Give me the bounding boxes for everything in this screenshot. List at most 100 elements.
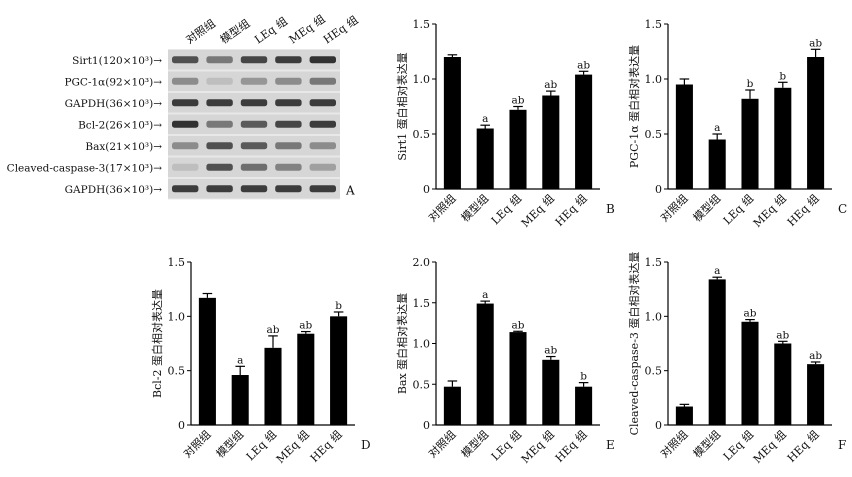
significance-label: ab <box>809 37 822 49</box>
x-tick-label: HEq 组 <box>552 191 590 229</box>
blot-band <box>206 163 233 171</box>
y-tick-label: 1.0 <box>645 310 663 323</box>
blot-band <box>309 77 336 85</box>
y-tick-label: 1.0 <box>645 73 663 86</box>
x-tick-label: 对照组 <box>657 191 690 224</box>
blot-lane-label: 对照组 <box>183 16 218 46</box>
bar <box>231 375 249 425</box>
bar <box>476 303 494 425</box>
significance-label: a <box>482 289 488 301</box>
bar <box>675 84 693 189</box>
blot-band <box>309 142 336 150</box>
y-tick-label: 0 <box>655 419 662 432</box>
blot-band <box>206 185 233 193</box>
blot-row-label: GAPDH(36×10³)→ <box>65 98 163 110</box>
blot-row-label: Bax(21×10³)→ <box>85 141 162 153</box>
y-tick-label: 1.5 <box>645 18 663 31</box>
blot-band <box>172 142 199 150</box>
y-tick-label: 1.5 <box>168 256 186 269</box>
significance-label: ab <box>512 319 525 331</box>
blot-band <box>240 185 268 193</box>
y-tick-label: 0.5 <box>645 365 663 378</box>
y-axis-label: PGC-1α 蛋白相对表达量 <box>627 45 641 168</box>
blot-band <box>206 77 233 85</box>
y-tick-label: 2.0 <box>413 256 431 269</box>
chart-sirt1: 0 0.5 1.0 1.5 Sirt1 蛋白相对表达量 对照组 a 模型组 ab LEq 组 ab M… <box>390 12 620 237</box>
y-tick-label: 0.5 <box>168 365 186 378</box>
y-axis-label: Cleaved-caspase-3 蛋白相对表达量 <box>627 252 641 436</box>
blot-band <box>240 120 268 128</box>
y-tick-label: 0.5 <box>413 128 431 141</box>
blot-row-label: GAPDH(36×10³)→ <box>65 184 163 196</box>
x-tick-label: HEq 组 <box>784 191 822 229</box>
x-tick-label: 对照组 <box>657 427 690 460</box>
blot-lane-label: LEq 组 <box>252 14 290 47</box>
blot-band <box>240 163 268 171</box>
blot-band <box>172 120 199 128</box>
panel-letter: C <box>838 202 847 216</box>
x-tick-label: 模型组 <box>690 427 723 460</box>
blot-band <box>275 185 302 193</box>
bar <box>443 386 461 425</box>
blot-lane-label: HEq 组 <box>320 13 360 47</box>
x-tick-label: HEq 组 <box>784 427 822 465</box>
y-tick-label: 1.0 <box>413 338 431 351</box>
blot-band <box>172 163 199 171</box>
bar <box>264 347 282 425</box>
x-tick-label: MEq 组 <box>750 427 789 466</box>
blot-row-label: Bcl-2(26×10³)→ <box>78 119 162 131</box>
y-tick-label: 0.5 <box>413 378 431 391</box>
bar <box>443 57 461 189</box>
x-tick-label: MEq 组 <box>518 191 557 230</box>
bar <box>542 359 560 425</box>
x-tick-label: MEq 组 <box>273 427 312 466</box>
blot-band <box>275 142 302 150</box>
chart-cleaved-caspase3: 0 0.5 1.0 1.5 Cleaved-caspase-3 蛋白相对表达量对照组 a 模… <box>622 250 852 473</box>
blot-band <box>275 77 302 85</box>
panel-letter: E <box>606 438 615 452</box>
y-axis-label: Bax 蛋白相对表达量 <box>395 293 409 394</box>
y-axis-label: Bcl-2 蛋白相对表达量 <box>150 289 164 398</box>
significance-label: b <box>779 70 786 82</box>
bar <box>741 321 759 425</box>
x-tick-label: 对照组 <box>425 191 458 224</box>
blot-band <box>172 56 199 64</box>
y-tick-label: 0 <box>423 183 430 196</box>
blot-row-label: Sirt1(120×10³)→ <box>72 55 162 67</box>
blot-band <box>172 99 199 107</box>
significance-label: a <box>237 354 243 366</box>
x-tick-label: HEq 组 <box>552 427 590 465</box>
panel-letter: D <box>361 438 371 452</box>
blot-band <box>206 99 233 107</box>
significance-label: a <box>482 113 488 125</box>
blot-band <box>275 163 302 171</box>
blot-band <box>275 99 302 107</box>
bar <box>575 386 593 425</box>
significance-label: a <box>714 265 720 277</box>
bar <box>774 87 792 189</box>
blot-band <box>240 142 268 150</box>
y-tick-label: 0 <box>655 183 662 196</box>
bar <box>774 343 792 425</box>
x-tick-label: 对照组 <box>180 427 213 460</box>
bar <box>675 406 693 425</box>
bar <box>542 95 560 189</box>
y-tick-label: 1.5 <box>645 256 663 269</box>
bar <box>198 297 216 425</box>
blot-lane-label: 模型组 <box>217 16 252 46</box>
significance-label: b <box>580 371 587 383</box>
panel-letter: F <box>838 438 846 452</box>
panel-letter: A <box>345 184 355 198</box>
blot-row-label: Cleaved-caspase-3(17×10³)→ <box>7 162 163 174</box>
blot-band <box>206 56 233 64</box>
blot-lane-label: MEq 组 <box>286 12 327 47</box>
significance-label: ab <box>744 308 757 320</box>
x-tick-label: 模型组 <box>213 427 246 460</box>
y-tick-label: 1.5 <box>413 297 431 310</box>
blot-band <box>309 99 336 107</box>
bar <box>330 316 348 425</box>
